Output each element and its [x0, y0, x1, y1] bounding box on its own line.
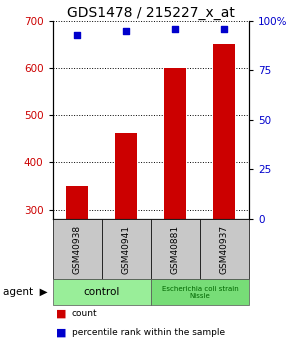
Text: control: control — [83, 287, 120, 297]
Bar — [66, 186, 88, 345]
Point — [124, 28, 129, 33]
Text: ■: ■ — [56, 309, 66, 319]
Text: GSM40881: GSM40881 — [171, 225, 180, 274]
Text: Escherichia coli strain
Nissle: Escherichia coli strain Nissle — [161, 286, 238, 299]
Bar — [164, 68, 186, 345]
Text: GSM40937: GSM40937 — [220, 225, 229, 274]
Text: GSM40938: GSM40938 — [73, 225, 82, 274]
Bar — [213, 44, 236, 345]
Point — [75, 32, 80, 37]
Text: ■: ■ — [56, 328, 66, 338]
Title: GDS1478 / 215227_x_at: GDS1478 / 215227_x_at — [67, 6, 235, 20]
Bar — [115, 132, 137, 345]
Text: count: count — [72, 309, 98, 318]
Text: agent  ▶: agent ▶ — [3, 287, 48, 297]
Point — [173, 26, 178, 31]
Point — [222, 26, 227, 31]
Text: GSM40941: GSM40941 — [122, 225, 131, 274]
Text: percentile rank within the sample: percentile rank within the sample — [72, 328, 225, 337]
